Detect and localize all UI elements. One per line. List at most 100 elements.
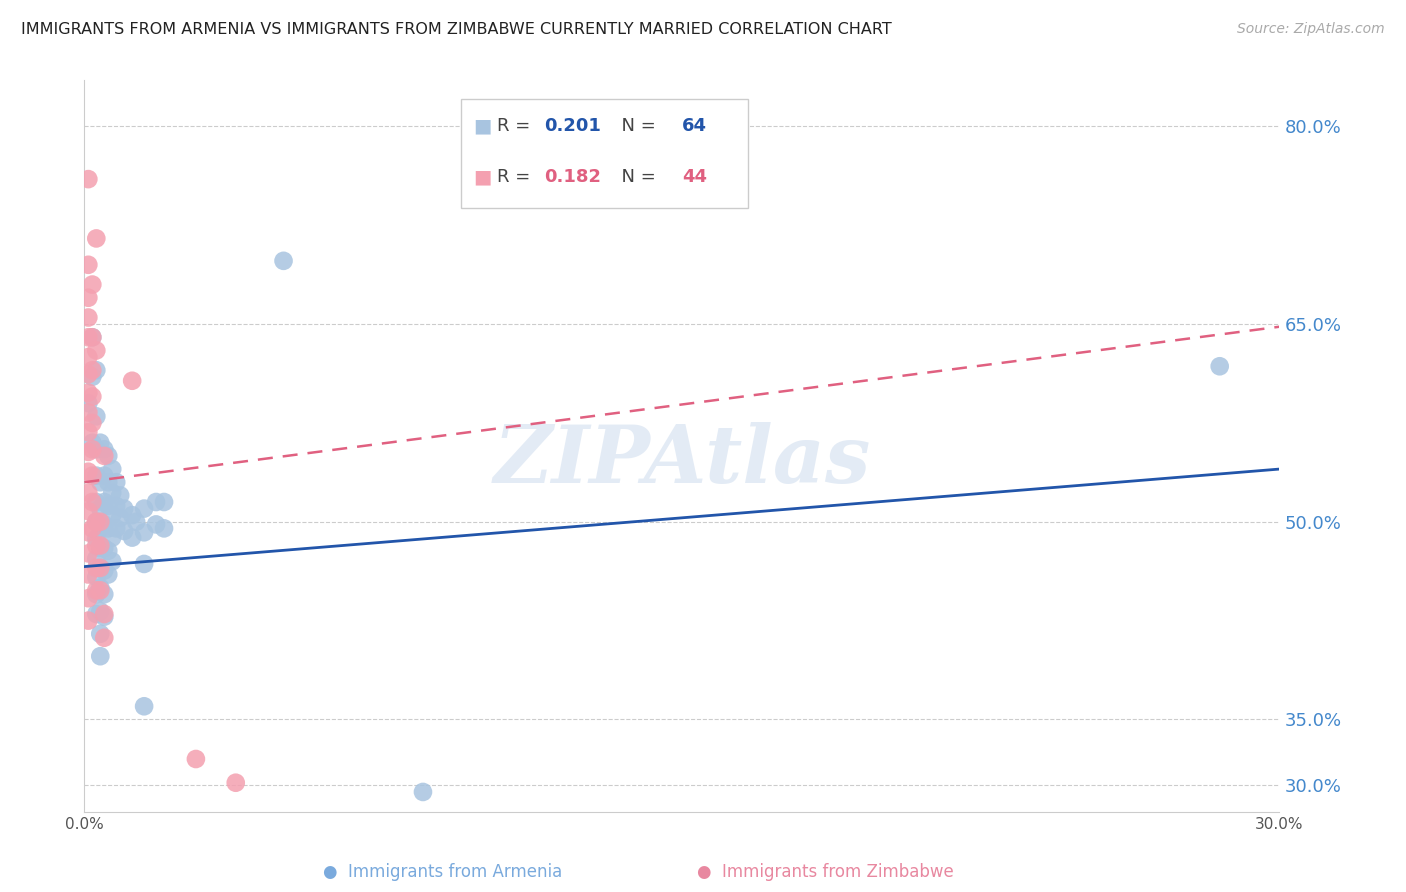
Point [89, 627, 111, 641]
Point [93, 564, 115, 578]
Point [86, 587, 108, 601]
Point [82, 435, 104, 450]
Point [82, 521, 104, 535]
Point [82, 330, 104, 344]
Point [145, 495, 167, 509]
Point [77, 425, 100, 439]
Text: Source: ZipAtlas.com: Source: ZipAtlas.com [1237, 22, 1385, 37]
Point [93, 449, 115, 463]
Point [77, 465, 100, 479]
Text: N =: N = [610, 117, 662, 135]
Point [77, 291, 100, 305]
Point [97, 499, 120, 513]
Text: R =: R = [496, 168, 536, 186]
Point [86, 607, 108, 621]
Point [93, 468, 115, 483]
Point [77, 567, 100, 582]
Point [77, 485, 100, 500]
Point [77, 385, 100, 400]
Point [82, 495, 104, 509]
Point [121, 531, 143, 545]
Point [132, 557, 156, 571]
Point [86, 363, 108, 377]
Point [101, 462, 124, 476]
Point [89, 604, 111, 618]
Point [77, 396, 100, 410]
Point [93, 495, 115, 509]
Point [77, 445, 100, 459]
Point [93, 607, 115, 621]
Point [82, 416, 104, 430]
Point [121, 508, 143, 523]
Text: N =: N = [610, 168, 662, 186]
Point [153, 521, 176, 535]
Point [86, 468, 108, 483]
Point [89, 541, 111, 556]
Point [93, 541, 115, 556]
Point [93, 631, 115, 645]
Point [82, 468, 104, 483]
Point [101, 554, 124, 568]
Point [86, 583, 108, 598]
Point [86, 561, 108, 575]
Point [82, 277, 104, 292]
Point [77, 330, 100, 344]
Point [184, 752, 207, 766]
Point [132, 501, 156, 516]
Text: R =: R = [496, 117, 536, 135]
Point [89, 649, 111, 664]
Point [105, 475, 128, 490]
Point [82, 363, 104, 377]
Point [86, 551, 108, 566]
Point [86, 532, 108, 546]
Point [82, 442, 104, 457]
Point [1209, 359, 1232, 374]
Point [77, 504, 100, 518]
Point [77, 525, 100, 540]
Text: IMMIGRANTS FROM ARMENIA VS IMMIGRANTS FROM ZIMBABWE CURRENTLY MARRIED CORRELATIO: IMMIGRANTS FROM ARMENIA VS IMMIGRANTS FR… [21, 22, 891, 37]
Point [89, 435, 111, 450]
Point [77, 172, 100, 186]
Point [93, 517, 115, 532]
Point [77, 310, 100, 325]
Point [101, 485, 124, 500]
Point [86, 442, 108, 457]
Point [86, 231, 108, 245]
Point [89, 583, 111, 598]
Point [105, 521, 128, 535]
Point [89, 475, 111, 490]
Point [86, 539, 108, 553]
Text: ●  Immigrants from Zimbabwe: ● Immigrants from Zimbabwe [697, 863, 953, 881]
Point [89, 539, 111, 553]
Point [125, 515, 148, 529]
Point [77, 350, 100, 364]
Point [77, 405, 100, 419]
Point [77, 591, 100, 606]
Point [89, 515, 111, 529]
Point [97, 521, 120, 535]
Point [89, 561, 111, 575]
Point [93, 442, 115, 457]
Point [82, 390, 104, 404]
Point [82, 330, 104, 344]
Point [86, 570, 108, 584]
Text: 44: 44 [682, 168, 707, 186]
Point [97, 567, 120, 582]
Point [110, 488, 132, 502]
Text: 0.201: 0.201 [544, 117, 602, 135]
Point [86, 515, 108, 529]
Point [273, 253, 295, 268]
Point [82, 369, 104, 384]
Text: ●  Immigrants from Armenia: ● Immigrants from Armenia [323, 863, 562, 881]
FancyBboxPatch shape [461, 99, 748, 209]
Point [93, 587, 115, 601]
Point [97, 449, 120, 463]
Text: 64: 64 [682, 117, 707, 135]
Text: ZIPAtlas: ZIPAtlas [494, 422, 870, 500]
Text: 0.182: 0.182 [544, 168, 602, 186]
Point [145, 517, 167, 532]
Point [112, 524, 135, 538]
Point [225, 775, 247, 789]
Text: ■: ■ [472, 168, 491, 186]
Point [89, 501, 111, 516]
